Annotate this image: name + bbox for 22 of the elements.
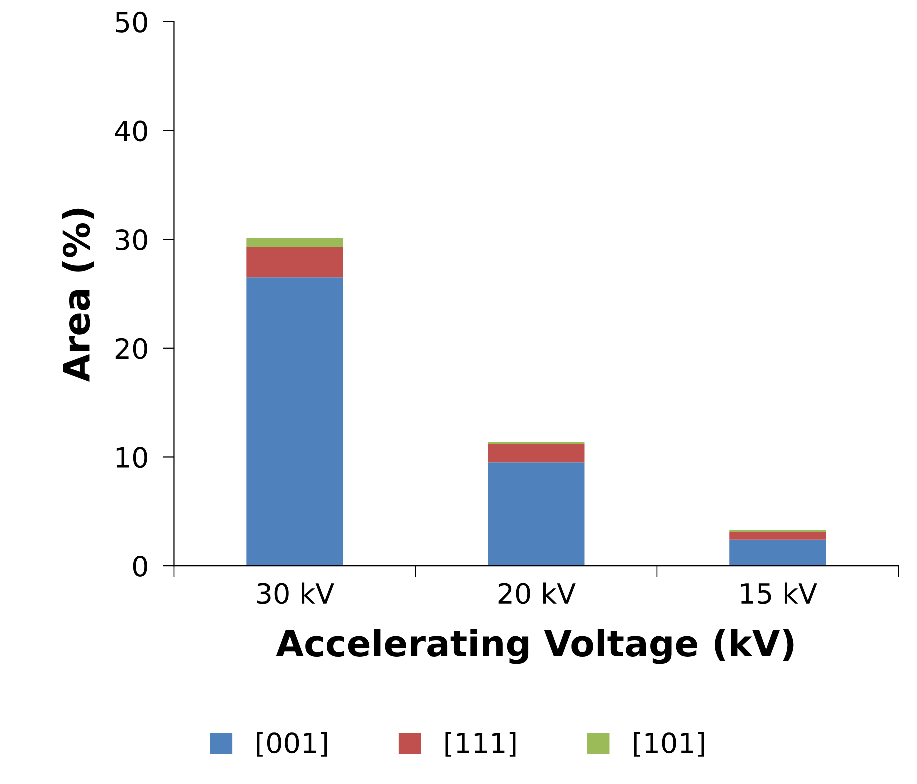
bar: [488, 442, 585, 444]
y-tick-label: 50: [116, 12, 148, 33]
y-axis-title: Area (%): [62, 208, 94, 382]
x-axis-title: Accelerating Voltage (kV): [276, 629, 794, 664]
y-tick-label: 30: [116, 230, 148, 251]
bar: [488, 462, 585, 566]
y-tick-label: 40: [115, 120, 148, 142]
bar: [246, 247, 344, 278]
x-tick-label: 15 kV: [741, 582, 818, 604]
bar: [246, 238, 344, 248]
y-tick-label: 20: [116, 338, 148, 360]
x-tick-label: 30 kV: [257, 582, 334, 604]
legend-label: [101]: [634, 732, 704, 757]
y-tick-label: 0: [133, 556, 148, 577]
x-tick-label: 20 kV: [498, 582, 576, 604]
bar: [730, 540, 826, 566]
legend-label: [001]: [257, 732, 328, 757]
bar: [246, 278, 344, 566]
bar: [730, 532, 826, 540]
bar: [488, 444, 585, 463]
legend-label: [111]: [446, 732, 516, 757]
y-tick-label: 10: [116, 447, 148, 468]
